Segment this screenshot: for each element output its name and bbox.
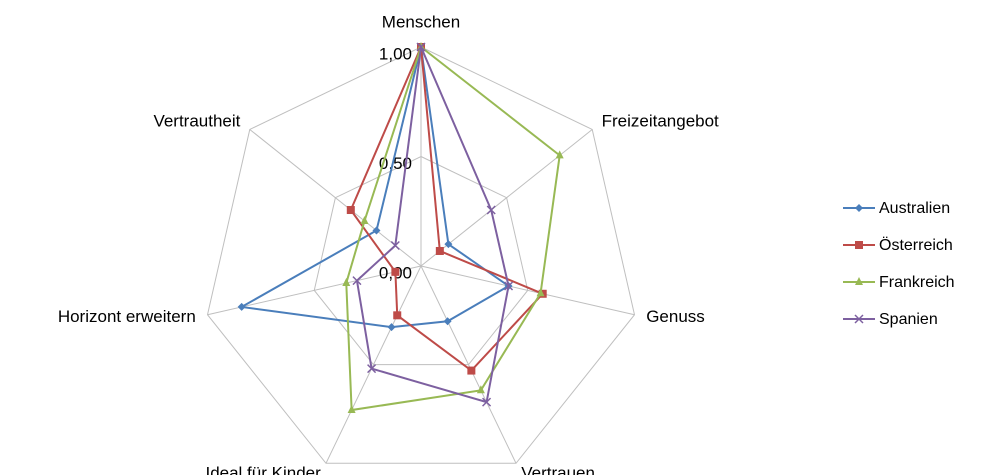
category-label: Horizont erweitern [58,307,196,326]
tick-label: 1,00 [379,44,412,63]
marker [352,276,362,286]
marker [855,277,863,285]
category-label: Menschen [382,12,460,31]
marker [387,323,396,332]
marker [467,366,476,375]
marker [486,205,496,215]
category-label: Genuss [646,307,705,326]
marker [416,42,426,52]
legend: Australien Österreich Frankreich Spanien [843,200,955,328]
marker [443,317,452,326]
legend-label: Frankreich [879,274,955,291]
marker [347,405,356,414]
marker [342,278,351,287]
series-line [345,45,561,412]
marker [555,150,564,159]
spoke [420,265,517,464]
legend-label: Spanien [879,311,938,328]
series-line [238,46,511,329]
grid-ring [313,155,529,366]
marker [372,226,381,235]
marker [476,385,485,394]
spoke [420,265,635,316]
marker [504,281,514,291]
legend-label: Australien [879,200,950,217]
marker [390,240,400,251]
tick-label: 0,50 [379,154,412,173]
category-label: Vertrauen [521,464,595,475]
marker [391,267,400,276]
marker [237,302,246,311]
marker [855,204,863,212]
category-label: Ideal für Kinder [205,464,321,475]
grid-ring [206,46,636,464]
marker [444,240,453,249]
spoke [325,265,422,464]
marker [393,311,402,320]
marker [854,314,864,324]
marker [855,241,863,249]
marker [482,397,492,407]
marker [435,246,444,255]
series-line [349,46,545,372]
marker [536,288,545,297]
legend-label: Österreich [879,236,953,254]
series-line [355,43,510,404]
category-label: Freizeitangebot [602,111,719,130]
category-label: Vertrautheit [153,111,240,130]
marker [360,215,369,224]
marker [367,364,377,374]
marker [346,206,355,215]
